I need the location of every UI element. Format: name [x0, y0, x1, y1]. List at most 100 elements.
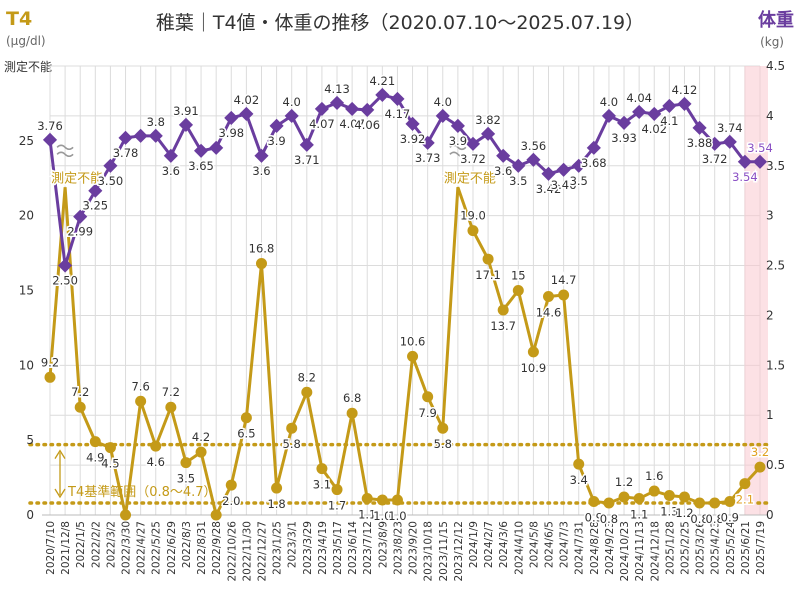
- t4-point: [271, 482, 283, 494]
- weight-data-label: 3.74: [717, 121, 743, 135]
- weight-data-label: 4.07: [339, 117, 365, 131]
- weight-data-label: 4.21: [370, 74, 396, 88]
- t4-data-label: 17.1: [475, 268, 501, 282]
- x-axis-tick-label: 2024/5/8: [528, 521, 540, 568]
- weight-data-label: 3.68: [581, 156, 607, 170]
- x-axis-tick-label: 2022/8/31: [196, 521, 208, 575]
- x-axis-tick-label: 2023/6/14: [347, 521, 359, 575]
- t4-point: [694, 497, 706, 509]
- x-axis-tick-label: 2022/9/28: [211, 521, 223, 575]
- weight-data-label: 3.8: [147, 115, 165, 129]
- weight-point: [254, 148, 269, 163]
- weight-point: [465, 136, 481, 151]
- weight-point: [299, 137, 314, 152]
- x-axis-tick-label: 2024/2/7: [483, 521, 495, 568]
- right-axis-tick-label: 0: [766, 508, 774, 522]
- t4-data-label: 1.3: [660, 505, 678, 519]
- x-axis-tick-label: 2024/10/23: [619, 521, 631, 582]
- t4-data-label: 4.9: [86, 451, 104, 465]
- t4-data-label: 4.2: [192, 430, 210, 444]
- weight-data-label: 2.50: [52, 274, 78, 288]
- weight-point: [692, 120, 707, 135]
- t4-point: [104, 442, 116, 454]
- weight-point: [601, 108, 617, 123]
- left-axis-tick-label: 25: [19, 134, 34, 148]
- weight-point: [737, 154, 752, 169]
- weight-point: [284, 108, 299, 123]
- highlight-band: [744, 66, 768, 515]
- x-axis-tick-label: 2023/8/23: [392, 521, 404, 575]
- x-axis-tick-label: 2023/7/12: [362, 521, 374, 575]
- weight-data-label: 4.04: [626, 91, 652, 105]
- weight-data-label: 3.5: [570, 174, 588, 188]
- weight-data-label: 4.0: [600, 95, 618, 109]
- x-axis-tick-label: 2025/5/24: [725, 521, 737, 575]
- weight-data-label: 3.98: [218, 126, 244, 140]
- right-axis-tick-label: 3.5: [766, 159, 785, 173]
- t4-point: [482, 253, 494, 265]
- weight-data-label: 4.0: [283, 95, 301, 109]
- t4-point: [527, 346, 539, 358]
- x-axis-tick-label: 2022/12/27: [256, 521, 268, 582]
- x-axis-tick-label: 2024/6/5: [544, 521, 556, 568]
- t4-point: [240, 412, 252, 424]
- right-axis-tick-label: 2: [766, 308, 774, 322]
- weight-data-label: 3.92: [400, 132, 426, 146]
- right-axis-tick-label: 4.5: [766, 59, 785, 73]
- reference-range-arrowhead-down: [54, 488, 66, 499]
- t4-point: [346, 407, 358, 419]
- weight-data-label: 3.50: [98, 174, 124, 188]
- weight-data-label: 4.06: [354, 118, 380, 132]
- x-axis-tick-label: 2020/7/10: [45, 521, 57, 575]
- x-axis-tick-label: 2022/10/26: [226, 521, 238, 582]
- right-axis-tick-label: 2.5: [766, 259, 785, 273]
- t4-data-label: 3.5: [177, 472, 195, 486]
- unmeasurable-label: 測定不能: [444, 172, 496, 187]
- weight-point: [526, 152, 541, 167]
- x-axis-tick-label: 2024/4/10: [513, 521, 525, 575]
- x-axis-tick-label: 2023/9/20: [408, 521, 420, 575]
- weight-point: [677, 96, 692, 111]
- weight-point: [541, 166, 556, 181]
- t4-point: [543, 290, 555, 302]
- t4-point: [588, 496, 600, 508]
- t4-data-label: 1.1: [358, 508, 376, 522]
- t4-data-label: 0.8: [706, 512, 724, 526]
- left-axis-unit: (μg/dl): [6, 34, 46, 48]
- t4-data-label: 13.7: [490, 319, 516, 333]
- t4-point: [225, 479, 237, 491]
- right-axis-tick-label: 1.5: [766, 358, 785, 372]
- x-axis-tick-label: 2022/1/5: [75, 521, 87, 568]
- right-axis-tick-label: 4: [766, 109, 774, 123]
- data-labels: 測定不能 測定不能 9.2 7.2 4.94.5 7.6 4.6 7.2 3.5 4.2 2.0 6.…: [36, 72, 775, 527]
- weight-data-label: 3.82: [475, 113, 501, 127]
- t4-point: [678, 491, 690, 503]
- unmeasurable-break-icon: [56, 144, 74, 158]
- grid: [49, 65, 761, 516]
- right-axis-tick-label: 3: [766, 209, 774, 223]
- weight-data-label: 3.5: [509, 174, 527, 188]
- t4-data-label: 1.0: [388, 509, 406, 523]
- weight-point: [148, 128, 163, 143]
- reference-range-arrowhead-up: [54, 449, 66, 460]
- t4-point: [422, 391, 434, 403]
- t4-point: [739, 478, 751, 490]
- weight-data-label: 3.6: [252, 164, 270, 178]
- t4-point: [709, 497, 721, 509]
- x-axis-tick-label: 2022/4/27: [136, 521, 148, 575]
- t4-data-label: 14.7: [551, 273, 577, 287]
- weight-point: [193, 143, 209, 158]
- weight-data-label: 3.56: [521, 139, 547, 153]
- right-axis-unit: (kg): [760, 35, 784, 49]
- weight-point: [435, 108, 450, 123]
- t4-data-label: 10.6: [400, 334, 426, 348]
- x-axis-tick-label: 2025/6/21: [740, 521, 752, 575]
- x-axis-tick-label: 2023/5/17: [332, 521, 344, 575]
- x-axis-tick-label: 2025/2/25: [679, 521, 691, 575]
- weight-data-label: 3.25: [83, 199, 109, 213]
- x-axis-tick-label: 2022/2/2: [90, 521, 102, 568]
- left-axis-label: T4: [6, 8, 32, 30]
- right-axis-label: 体重: [758, 9, 794, 31]
- t4-point: [316, 463, 328, 475]
